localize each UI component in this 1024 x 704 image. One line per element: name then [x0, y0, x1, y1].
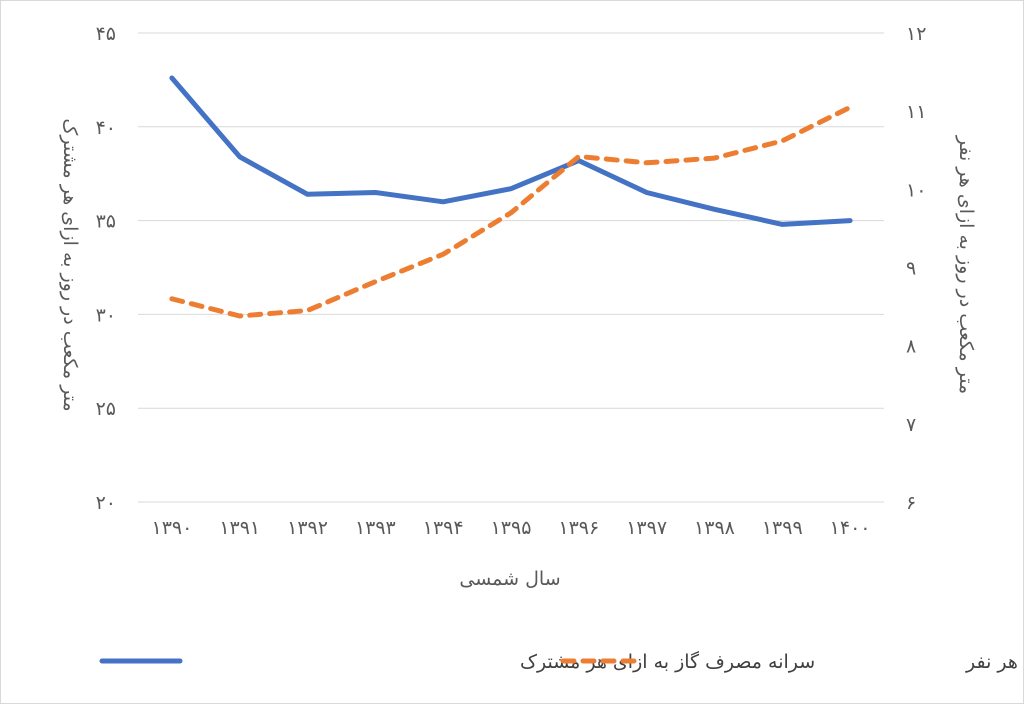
left-tick-label: ۳۰ — [96, 304, 116, 326]
right-tick-label: ۱۱ — [906, 101, 926, 123]
left-tick-label: ۴۰ — [96, 117, 116, 139]
x-axis-title: سال شمسی — [459, 568, 560, 590]
x-tick-label: ۱۳۹۳ — [355, 517, 396, 539]
series-line-per-person — [169, 104, 853, 319]
right-tick-label: ۱۲ — [906, 23, 926, 45]
legend-label-per-person: سرانه مصرف گاز به ازای هر نفر — [965, 650, 1024, 673]
right-tick-label: ۷ — [906, 414, 916, 436]
right-tick-label: ۹ — [906, 258, 916, 280]
x-tick-label: ۱۳۹۸ — [694, 517, 735, 539]
legend-label-per-subscriber: سرانه مصرف گاز به ازای هر مشترک — [520, 650, 815, 673]
right-axis-title: متر مکعب در روز به ازای هر نفر — [955, 135, 977, 394]
right-axis-ticks: ۶ ۷ ۸ ۹ ۱۰ ۱۱ ۱۲ — [906, 23, 926, 514]
x-tick-label: ۱۳۹۹ — [762, 517, 803, 539]
series-layer — [169, 75, 853, 319]
x-tick-label: ۱۳۹۶ — [558, 517, 599, 539]
legend: سرانه مصرف گاز به ازای هر مشترک سرانه مص… — [99, 650, 1024, 673]
gridlines — [138, 32, 884, 503]
left-tick-label: ۲۵ — [96, 398, 116, 420]
x-tick-label: ۱۳۹۴ — [423, 517, 464, 539]
x-tick-label: ۱۳۹۰ — [151, 517, 192, 539]
left-tick-label: ۲۰ — [96, 492, 116, 514]
right-tick-label: ۱۰ — [906, 179, 926, 201]
left-axis-ticks: ۲۰ ۲۵ ۳۰ ۳۵ ۴۰ ۴۵ — [96, 23, 116, 514]
right-tick-label: ۶ — [906, 492, 916, 514]
x-tick-label: ۱۳۹۷ — [626, 517, 667, 539]
x-axis-ticks: ۱۳۹۰ ۱۳۹۱ ۱۳۹۲ ۱۳۹۳ ۱۳۹۴ ۱۳۹۵ ۱۳۹۶ ۱۳۹۷ ۱۳۹۸ ۱۳۹۹… — [151, 517, 870, 539]
x-tick-label: ۱۳۹۲ — [287, 517, 328, 539]
x-tick-label: ۱۳۹۱ — [219, 517, 260, 539]
right-tick-label: ۸ — [906, 336, 916, 358]
left-tick-label: ۳۵ — [96, 211, 116, 233]
x-tick-label: ۱۴۰۰ — [830, 517, 871, 539]
x-tick-label: ۱۳۹۵ — [491, 517, 532, 539]
left-tick-label: ۴۵ — [96, 23, 116, 45]
left-axis-title: متر مکعب در روز به ازای هر مشترک — [59, 118, 81, 411]
